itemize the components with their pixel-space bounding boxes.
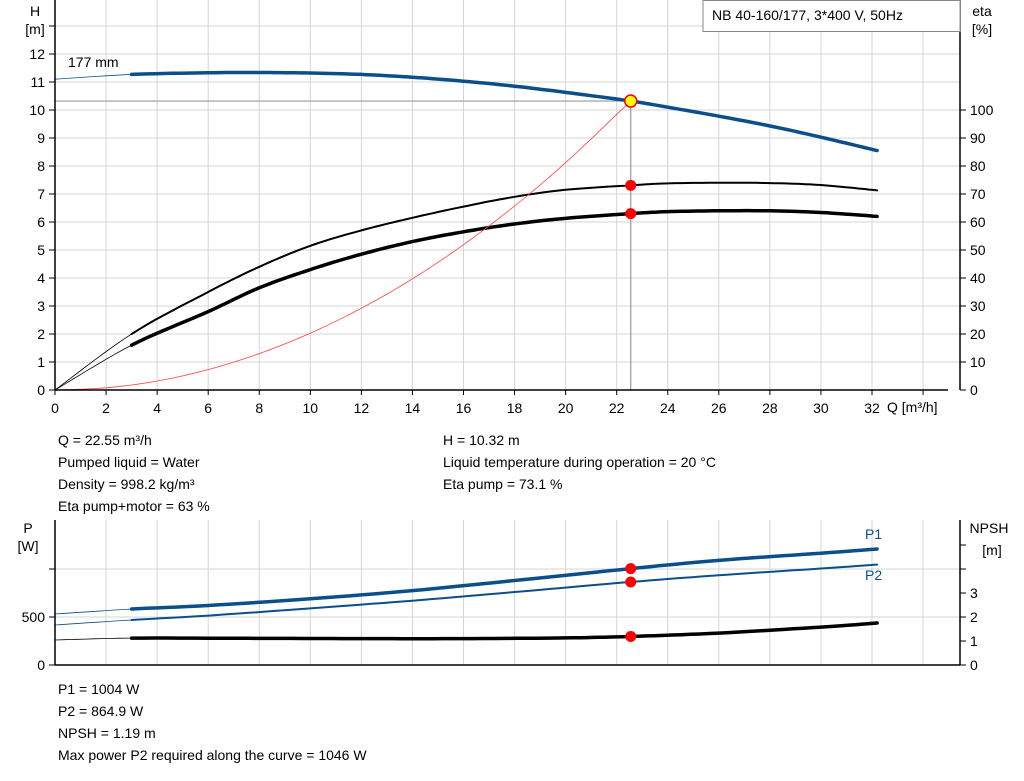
- y-tick-label: 10: [29, 102, 45, 118]
- info-q: Q = 22.55 m³/h: [58, 432, 152, 448]
- eta-tick-label: 100: [970, 102, 994, 118]
- curves: [54, 70, 879, 641]
- P1-curve: [129, 547, 879, 611]
- info-liquid: Pumped liquid = Water: [58, 454, 200, 470]
- p1-point: [625, 563, 637, 575]
- eta-tick-label: 90: [970, 130, 986, 146]
- info-eta-pump-motor: Eta pump+motor = 63 %: [58, 498, 210, 514]
- p2-label: P2: [865, 567, 882, 583]
- top-grid: [55, 0, 960, 390]
- y-label-p-unit: [W]: [18, 538, 39, 554]
- eta-tick-label: 0: [970, 382, 978, 398]
- eta-tick-label: 70: [970, 186, 986, 202]
- eta-tick-label: 50: [970, 242, 986, 258]
- y-tick-label: 3: [37, 298, 45, 314]
- y-tick-label: 1: [37, 354, 45, 370]
- info-h: H = 10.32 m: [443, 432, 520, 448]
- y-tick-label: 0: [37, 382, 45, 398]
- p-tick-label: 500: [22, 609, 46, 625]
- axes: 0 2 4 6 8 10 12 14 16 18 20 22 24 26 28 30 3201234567891…: [22, 0, 994, 673]
- system-curve: [54, 100, 631, 391]
- y-tick-label: 5: [37, 242, 45, 258]
- title-box-text: NB 40-160/177, 3*400 V, 50Hz: [712, 7, 903, 23]
- x-tick-label: 8: [255, 400, 263, 416]
- x-tick-label: 32: [864, 400, 880, 416]
- x-tick-label: 24: [660, 400, 676, 416]
- eta_pump_motor-curve: [129, 208, 879, 347]
- x-tick-label: 20: [558, 400, 574, 416]
- npsh-point: [625, 630, 637, 642]
- p1-label: P1: [865, 526, 882, 542]
- eta_pump-curve-extension: [54, 333, 132, 391]
- npsh-tick-label: 3: [970, 585, 978, 601]
- info-npsh: NPSH = 1.19 m: [58, 725, 156, 741]
- operating-points: [623, 94, 638, 642]
- eta-tick-label: 30: [970, 298, 986, 314]
- y-label-eta: eta: [972, 3, 992, 19]
- P2-curve-extension: [54, 619, 132, 626]
- x-tick-label: 12: [354, 400, 370, 416]
- eta-tick-label: 80: [970, 158, 986, 174]
- eta-tick-label: 20: [970, 326, 986, 342]
- y-tick-label: 12: [29, 46, 45, 62]
- title-box: NB 40-160/177, 3*400 V, 50Hz: [702, 0, 961, 32]
- NPSH-curve: [129, 621, 879, 641]
- x-tick-label: 26: [711, 400, 727, 416]
- y-tick-label: 6: [37, 214, 45, 230]
- head-curve-extension: [54, 74, 132, 80]
- eta_pump-curve: [130, 181, 879, 335]
- eta-tick-label: 10: [970, 354, 986, 370]
- x-tick-label: 0: [51, 400, 59, 416]
- y-tick-label: 9: [37, 130, 45, 146]
- info-top: Q = 22.55 m³/h Pumped liquid = Water Den…: [58, 432, 716, 514]
- info-density: Density = 998.2 kg/m³: [58, 476, 195, 492]
- eta-tick-label: 40: [970, 270, 986, 286]
- info-bottom: P1 = 1004 W P2 = 864.9 W NPSH = 1.19 m M…: [58, 681, 367, 763]
- y-tick-label: 2: [37, 326, 45, 342]
- x-tick-label: 18: [507, 400, 523, 416]
- y-label-h-unit: [m]: [25, 21, 44, 37]
- y-label-npsh: NPSH: [970, 520, 1009, 536]
- duty-point: [623, 94, 638, 108]
- y-label-eta-unit: [%]: [972, 21, 992, 37]
- npsh-tick-label: 2: [970, 609, 978, 625]
- y-tick-label: 11: [30, 74, 45, 90]
- p-tick-label: 0: [37, 657, 45, 673]
- y-tick-label: 7: [37, 186, 45, 202]
- x-tick-label: 2: [102, 400, 110, 416]
- x-tick-label: 30: [813, 400, 829, 416]
- info-temperature: Liquid temperature during operation = 20…: [443, 454, 716, 470]
- x-axis-label: Q [m³/h]: [887, 399, 938, 415]
- info-p2: P2 = 864.9 W: [58, 703, 144, 719]
- impeller-label: 177 mm: [68, 54, 119, 70]
- npsh-tick-label: 1: [970, 633, 978, 649]
- x-tick-label: 14: [405, 400, 421, 416]
- x-tick-label: 22: [609, 400, 625, 416]
- x-tick-label: 10: [303, 400, 319, 416]
- npsh-tick-label: 0: [970, 657, 978, 673]
- y-label-h: H: [30, 3, 40, 19]
- y-tick-label: 8: [37, 158, 45, 174]
- eta-tick-label: 60: [970, 214, 986, 230]
- eta_pump_motor-curve-extension: [54, 344, 132, 391]
- eta-pump-point: [625, 179, 637, 191]
- x-tick-label: 4: [153, 400, 161, 416]
- info-p1: P1 = 1004 W: [58, 681, 140, 697]
- head-curve: [129, 70, 879, 153]
- y-label-p: P: [23, 520, 32, 536]
- P1-curve-extension: [54, 608, 132, 615]
- info-max-p2: Max power P2 required along the curve = …: [58, 747, 367, 763]
- P2-curve: [130, 563, 879, 621]
- info-eta-pump: Eta pump = 73.1 %: [443, 476, 562, 492]
- NPSH-curve-extension: [54, 637, 132, 641]
- y-tick-label: 4: [37, 270, 45, 286]
- bottom-grid: [55, 520, 960, 665]
- x-tick-label: 28: [762, 400, 778, 416]
- eta-pump-motor-point: [625, 208, 637, 220]
- y-label-npsh-unit: [m]: [982, 542, 1001, 558]
- x-tick-label: 6: [204, 400, 212, 416]
- x-tick-label: 16: [456, 400, 472, 416]
- p2-point: [625, 576, 637, 588]
